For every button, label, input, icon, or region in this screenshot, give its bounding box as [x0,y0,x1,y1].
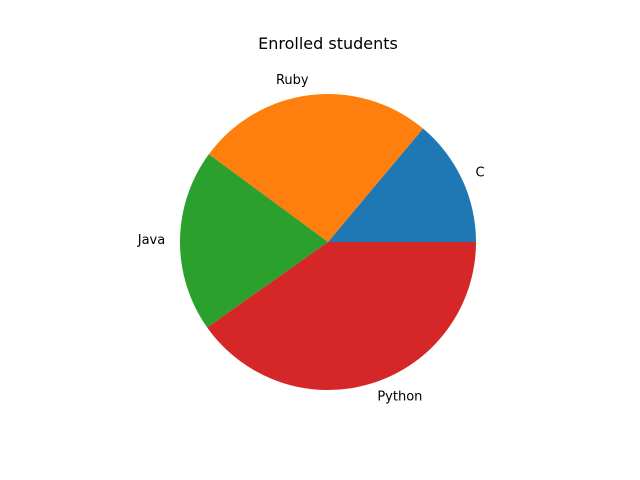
slice-label-python: Python [377,390,422,405]
slice-label-c: C [476,166,485,181]
pie-slices [179,94,476,391]
pie-labels: C Ruby Java Python [137,73,485,405]
pie-slice-c [328,128,476,242]
slice-label-java: Java [137,233,165,248]
pie-slice-python [207,242,476,391]
pie-slice-ruby [208,94,424,243]
pie-slice-java [179,154,328,328]
slice-label-ruby: Ruby [276,73,309,88]
chart-title: Enrolled students [258,34,398,53]
